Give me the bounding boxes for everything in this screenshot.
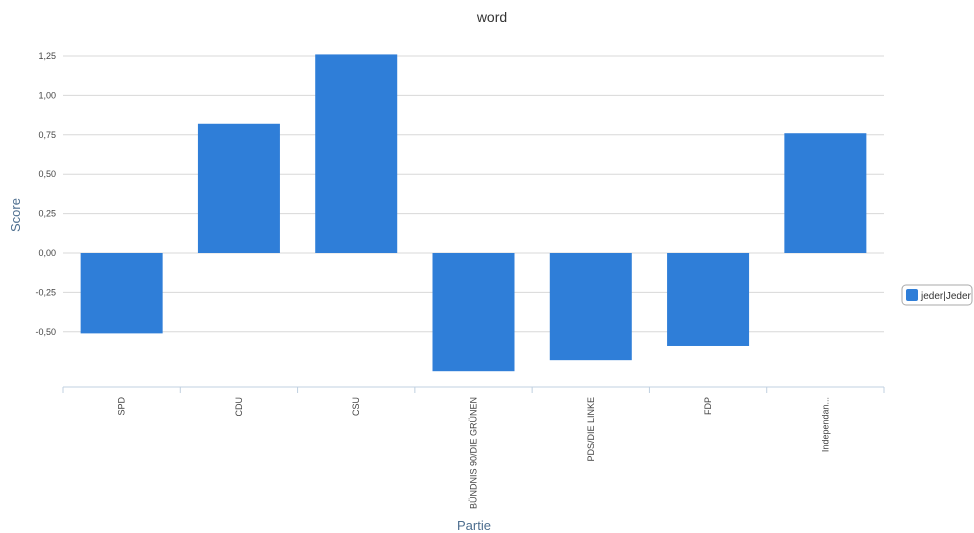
x-tick-label: CSU	[351, 397, 361, 416]
x-tick-label: FDP	[703, 397, 713, 415]
legend-swatch	[906, 289, 918, 301]
x-tick-label: PDS/DIE LINKE	[586, 397, 596, 462]
y-tick-label: 1,25	[38, 51, 56, 61]
bar[interactable]	[784, 133, 867, 253]
bars	[80, 54, 867, 372]
y-tick-label: 0,25	[38, 209, 56, 219]
bar[interactable]	[197, 123, 280, 253]
chart-title: word	[476, 9, 507, 25]
legend[interactable]: jeder|Jeder	[901, 284, 973, 306]
bar[interactable]	[432, 253, 515, 372]
y-tick-label: 0,00	[38, 248, 56, 258]
y-tick-label: 0,50	[38, 169, 56, 179]
y-axis-ticks: 1,25 1,00 0,75 0,50 0,25 0,00 -0,25 -0,50	[35, 51, 56, 337]
x-axis-ticks: SPD CDU CSU BÜNDNIS 90/DIE GRÜNEN PDS/DIE LI…	[62, 387, 885, 509]
y-tick-label: -0,50	[35, 327, 56, 337]
bar[interactable]	[80, 253, 163, 334]
y-tick-label: 1,00	[38, 90, 56, 100]
x-tick-label: CDU	[234, 397, 244, 417]
x-axis-title: Partie	[457, 518, 491, 533]
legend-box	[901, 284, 973, 306]
y-tick-label: 0,75	[38, 130, 56, 140]
y-tick-label: -0,25	[35, 287, 56, 297]
x-tick-label: BÜNDNIS 90/DIE GRÜNEN	[469, 397, 479, 509]
bar[interactable]	[315, 54, 398, 254]
x-tick-label: Independan...	[820, 397, 830, 452]
legend-label: jeder|Jeder	[920, 291, 972, 302]
bar[interactable]	[549, 253, 632, 361]
y-axis-title: Score	[8, 198, 23, 232]
x-tick-label: SPD	[117, 397, 127, 416]
bar[interactable]	[667, 253, 750, 346]
